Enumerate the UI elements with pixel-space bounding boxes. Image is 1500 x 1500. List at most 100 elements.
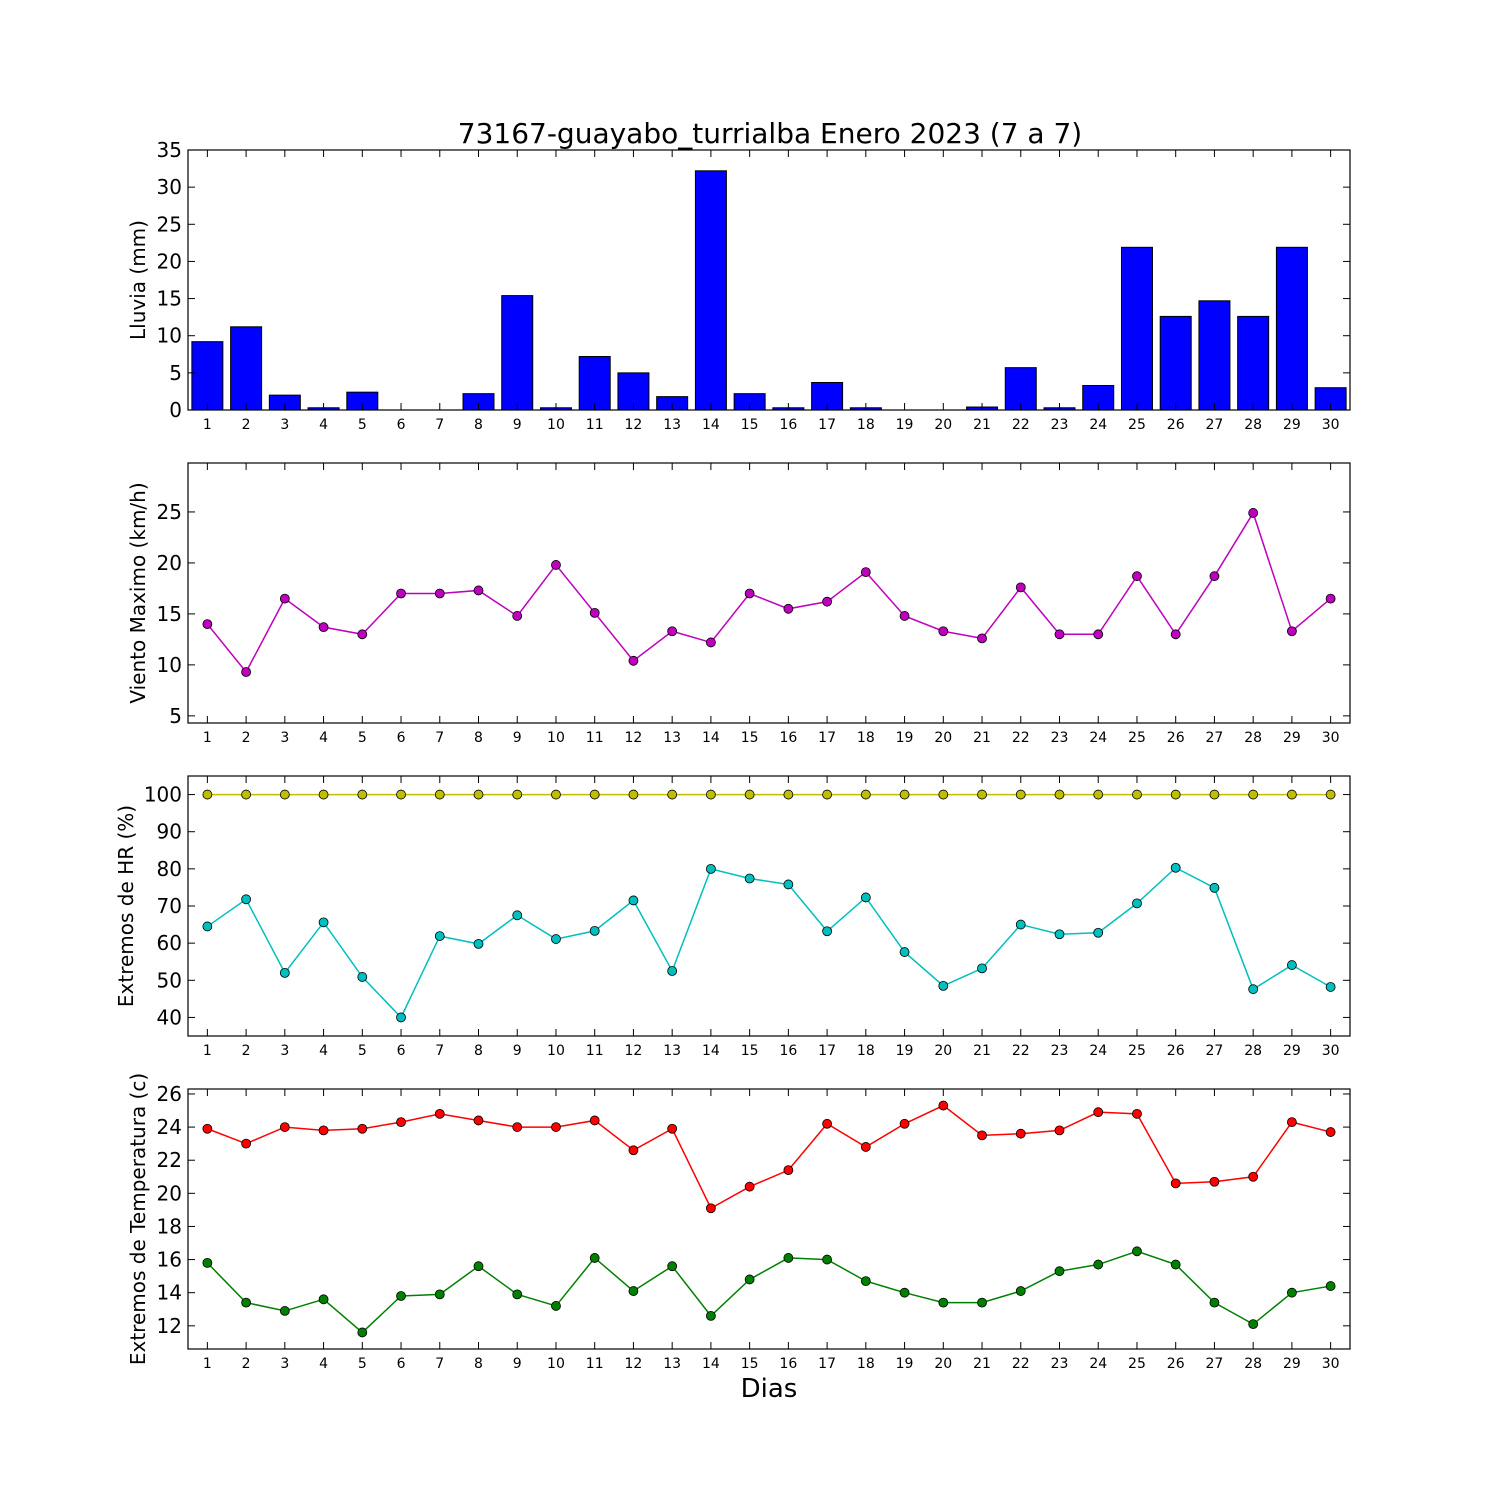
rain-ytick-label-20: 20	[157, 249, 182, 273]
rh-xtick-label-9: 9	[513, 1043, 522, 1059]
rain-ytick-label-25: 25	[157, 212, 182, 236]
temp-series-1-point-16	[783, 1253, 794, 1263]
rh-series-0-point-8	[473, 789, 484, 800]
temp-series-0-point-6	[396, 1117, 406, 1128]
wind-series-0-point-10	[551, 560, 561, 570]
wind-series-0-point-24	[1093, 629, 1104, 640]
wind-series-0-point-11	[589, 607, 600, 618]
rh-series-1-point-5	[357, 972, 368, 982]
wind-series-0-point-22	[1015, 582, 1026, 593]
temp-series-0-point-29	[1287, 1117, 1297, 1128]
temp-xtick-label-8: 8	[474, 1356, 483, 1372]
temp-series-0-point-14	[706, 1203, 716, 1214]
temp-series-0-point-8	[473, 1115, 484, 1126]
temp-xtick-label-15: 15	[741, 1356, 759, 1372]
rain-xtick-label-9: 9	[513, 417, 522, 433]
temp-series-0-point-20	[938, 1100, 949, 1111]
rh-series-0-point-15	[744, 789, 755, 800]
wind-series-0-point-19	[899, 611, 910, 621]
wind-xtick-label-21: 21	[973, 730, 991, 746]
temp-series-1-point-12	[628, 1286, 639, 1296]
rh-panel: 1 2 3 4 5 6 7 8 9 10 11 12 13 14 15 16 17 18 19 20 21 22 23 24 2…	[114, 775, 1351, 1059]
wind-series-0-point-17	[822, 596, 832, 607]
rh-series-0-point-9	[512, 789, 523, 800]
rh-xtick-label-16: 16	[779, 1043, 797, 1059]
rh-series-0-point-14	[706, 789, 716, 800]
wind-xtick-label-6: 6	[397, 730, 406, 746]
temp-series-0-point-4	[318, 1125, 329, 1136]
wind-xtick-label-4: 4	[319, 730, 328, 746]
temp-series-0-point-30	[1325, 1127, 1336, 1137]
temp-axes-frame	[187, 1088, 1351, 1350]
wind-axes-frame	[187, 462, 1351, 724]
rh-series-0-point-19	[899, 789, 910, 800]
temp-series-0-point-7	[434, 1108, 445, 1119]
temp-xtick-label-19: 19	[896, 1356, 914, 1372]
rh-ytick-label-100: 100	[144, 783, 182, 807]
rain-xtick-label-20: 20	[934, 417, 952, 433]
temp-ytick-label-18: 18	[157, 1214, 182, 1238]
rh-series-0-point-12	[628, 789, 639, 800]
rh-xtick-label-23: 23	[1051, 1043, 1069, 1059]
temp-series-1-point-15	[744, 1274, 755, 1285]
temp-series-0-point-28	[1248, 1171, 1259, 1182]
rh-series-0-point-7	[434, 789, 445, 800]
wind-xtick-label-30: 30	[1322, 730, 1340, 746]
wind-xtick-label-1: 1	[203, 730, 212, 746]
rh-series-0-point-24	[1093, 789, 1104, 800]
rain-xtick-label-5: 5	[358, 417, 367, 433]
wind-series-0-point-6	[396, 588, 406, 599]
rh-series-1-point-9	[512, 910, 523, 921]
wind-xtick-label-23: 23	[1051, 730, 1069, 746]
temp-xtick-label-10: 10	[547, 1356, 565, 1372]
rain-xtick-label-19: 19	[896, 417, 914, 433]
rain-xtick-label-25: 25	[1128, 417, 1146, 433]
rh-series-1-point-1	[202, 921, 213, 932]
rain-bar-1	[191, 341, 224, 411]
temp-ytick-label-26: 26	[157, 1082, 182, 1106]
wind-series-0-point-3	[279, 593, 290, 604]
wind-xtick-label-26: 26	[1167, 730, 1185, 746]
temp-series-0-point-26	[1170, 1178, 1181, 1189]
temp-xtick-label-28: 28	[1244, 1356, 1262, 1372]
rain-bar-26	[1159, 315, 1192, 411]
rh-series-1-point-25	[1132, 898, 1142, 909]
rain-xtick-label-26: 26	[1167, 417, 1185, 433]
rh-series-0-point-18	[860, 789, 871, 800]
temp-xtick-label-20: 20	[934, 1356, 952, 1372]
rh-series-0-point-17	[822, 789, 832, 800]
rh-series-0-point-5	[357, 789, 368, 800]
rh-xtick-label-20: 20	[934, 1043, 952, 1059]
temp-xtick-label-29: 29	[1283, 1356, 1301, 1372]
rh-ytick-label-50: 50	[157, 968, 182, 992]
rh-xtick-label-5: 5	[358, 1043, 367, 1059]
temp-series-1-point-23	[1054, 1266, 1065, 1277]
temp-series-0-point-9	[512, 1122, 523, 1132]
wind-xtick-label-8: 8	[474, 730, 483, 746]
rh-series-0-point-1	[202, 789, 213, 800]
wind-ytick-label-5: 5	[169, 704, 182, 728]
rh-series-0-point-11	[589, 789, 600, 800]
rh-xtick-label-1: 1	[203, 1043, 212, 1059]
wind-xtick-label-7: 7	[435, 730, 444, 746]
temp-series-1-point-28	[1248, 1319, 1259, 1330]
rh-series-1-point-4	[318, 917, 329, 928]
rain-bar-27	[1198, 300, 1231, 411]
wind-xtick-label-12: 12	[625, 730, 643, 746]
rh-series-0-point-10	[551, 789, 561, 800]
temp-panel: 1 2 3 4 5 6 7 8 9 10 11 12 13 14 15 16 17 18 19 20 21 22 23 24 2…	[126, 1073, 1351, 1372]
wind-series-0-point-8	[473, 585, 484, 596]
temp-series-1-point-4	[318, 1294, 329, 1305]
rh-series-1-point-28	[1248, 984, 1259, 995]
rain-ytick-label-10: 10	[157, 324, 182, 348]
rain-xtick-label-10: 10	[547, 417, 565, 433]
rh-series-0-point-28	[1248, 789, 1259, 800]
temp-series-0-point-23	[1054, 1125, 1065, 1136]
wind-ytick-label-15: 15	[157, 602, 182, 626]
wind-series-0-point-30	[1325, 593, 1336, 604]
temp-series-1-point-10	[551, 1301, 561, 1311]
wind-series-0-point-14	[706, 637, 716, 648]
wind-xtick-label-5: 5	[358, 730, 367, 746]
rh-xtick-label-19: 19	[896, 1043, 914, 1059]
